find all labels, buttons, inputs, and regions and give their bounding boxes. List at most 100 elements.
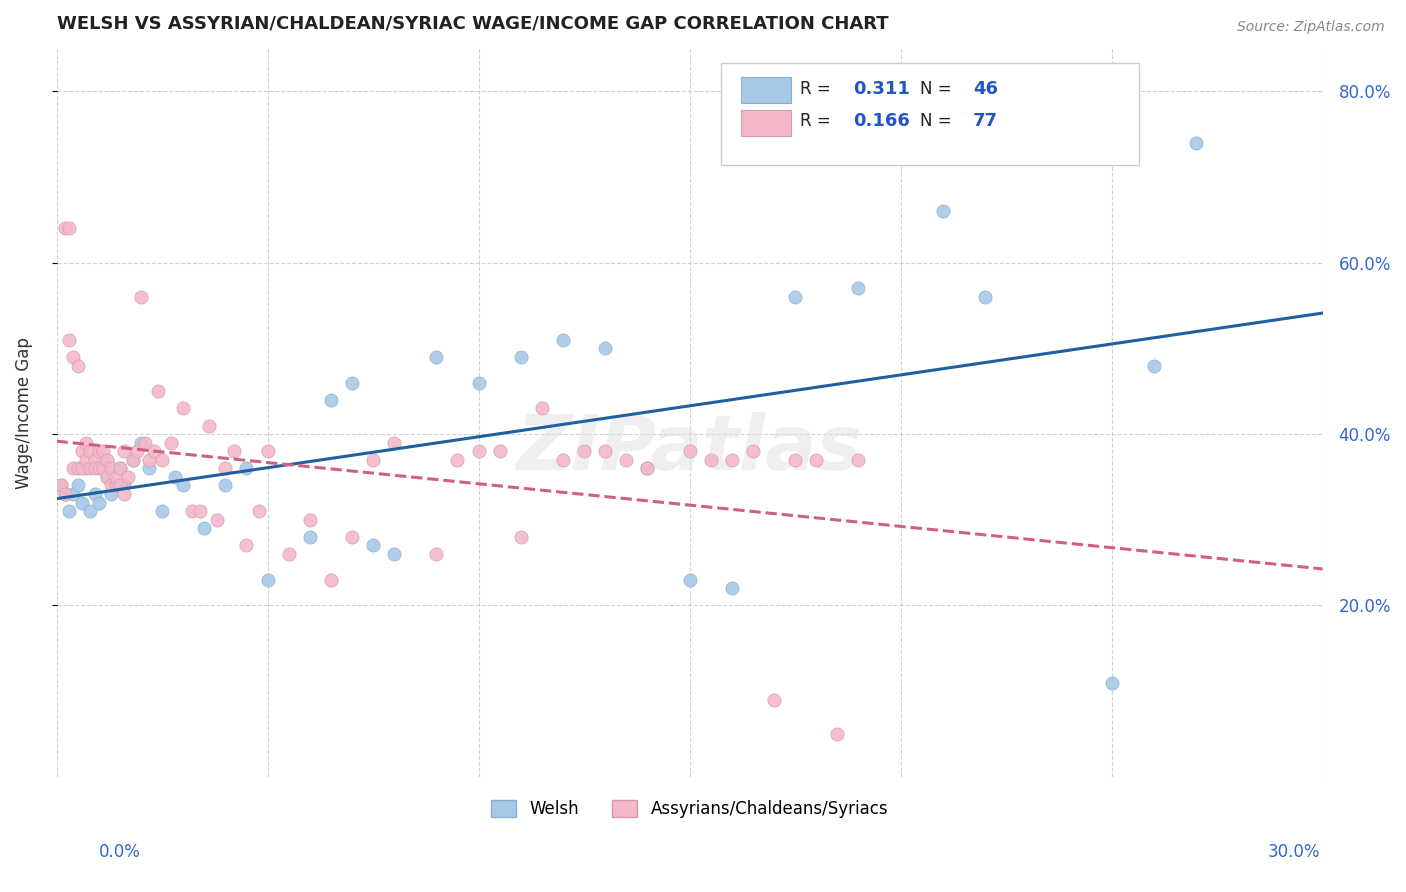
Point [361, 539, 384, 553]
Point [62, 487, 84, 501]
Point [62, 461, 84, 475]
Point [762, 692, 785, 706]
Text: 0.311: 0.311 [853, 79, 910, 97]
Point [66, 359, 89, 373]
Point [197, 418, 219, 433]
Point [319, 392, 342, 407]
Point [53, 487, 76, 501]
Point [720, 452, 742, 467]
Point [298, 513, 321, 527]
Point [741, 444, 763, 458]
Point [112, 444, 135, 458]
Point [509, 350, 531, 364]
Point [214, 478, 236, 492]
Point [382, 547, 405, 561]
Point [104, 478, 127, 492]
Point [129, 290, 152, 304]
Point [138, 461, 160, 475]
Point [79, 461, 101, 475]
Point [932, 204, 955, 219]
Point [108, 478, 131, 492]
Point [104, 478, 127, 492]
Point [1101, 675, 1123, 690]
Point [614, 452, 637, 467]
Point [75, 452, 97, 467]
Point [678, 573, 700, 587]
Point [87, 461, 110, 475]
FancyBboxPatch shape [741, 77, 790, 103]
Point [163, 470, 186, 484]
Point [66, 478, 89, 492]
Point [277, 547, 299, 561]
Point [58, 333, 80, 347]
Point [121, 452, 143, 467]
Point [222, 444, 245, 458]
Point [361, 452, 384, 467]
Point [100, 487, 122, 501]
Point [509, 530, 531, 544]
Point [53, 487, 76, 501]
Point [79, 504, 101, 518]
Point [193, 521, 215, 535]
Point [188, 504, 211, 518]
Point [134, 435, 156, 450]
Point [49, 478, 72, 492]
Point [846, 281, 869, 295]
Point [205, 513, 228, 527]
Point [87, 495, 110, 509]
Text: 30.0%: 30.0% [1267, 843, 1320, 861]
Point [138, 452, 160, 467]
Point [572, 444, 595, 458]
Point [53, 221, 76, 235]
Point [75, 435, 97, 450]
Point [298, 530, 321, 544]
Point [108, 461, 131, 475]
Point [49, 478, 72, 492]
Point [488, 444, 510, 458]
Point [1185, 136, 1208, 150]
Point [446, 452, 468, 467]
Point [58, 504, 80, 518]
Point [974, 290, 997, 304]
Point [783, 452, 806, 467]
Text: N =: N = [920, 112, 957, 130]
Point [159, 435, 181, 450]
Point [70, 461, 93, 475]
FancyBboxPatch shape [741, 110, 790, 136]
Legend: Welsh, Assyrians/Chaldeans/Syriacs: Welsh, Assyrians/Chaldeans/Syriacs [482, 792, 897, 827]
Point [678, 444, 700, 458]
Point [125, 444, 148, 458]
Point [720, 582, 742, 596]
Point [112, 478, 135, 492]
Y-axis label: Wage/Income Gap: Wage/Income Gap [15, 336, 32, 489]
Point [129, 435, 152, 450]
Point [172, 401, 194, 416]
Point [804, 452, 827, 467]
Point [70, 495, 93, 509]
Point [121, 452, 143, 467]
Text: Source: ZipAtlas.com: Source: ZipAtlas.com [1237, 20, 1385, 34]
Point [180, 504, 202, 518]
Point [66, 461, 89, 475]
Point [340, 530, 363, 544]
Point [112, 487, 135, 501]
Point [62, 350, 84, 364]
Point [58, 221, 80, 235]
Text: R =: R = [800, 112, 835, 130]
Point [235, 461, 257, 475]
Point [100, 461, 122, 475]
Text: 0.0%: 0.0% [98, 843, 141, 861]
Point [846, 452, 869, 467]
Point [172, 478, 194, 492]
Point [699, 452, 721, 467]
Point [340, 376, 363, 390]
Point [551, 452, 574, 467]
Point [142, 444, 165, 458]
Point [530, 401, 553, 416]
Point [70, 444, 93, 458]
Point [467, 444, 489, 458]
Point [247, 504, 270, 518]
Point [117, 470, 139, 484]
Point [235, 539, 257, 553]
FancyBboxPatch shape [721, 63, 1139, 165]
